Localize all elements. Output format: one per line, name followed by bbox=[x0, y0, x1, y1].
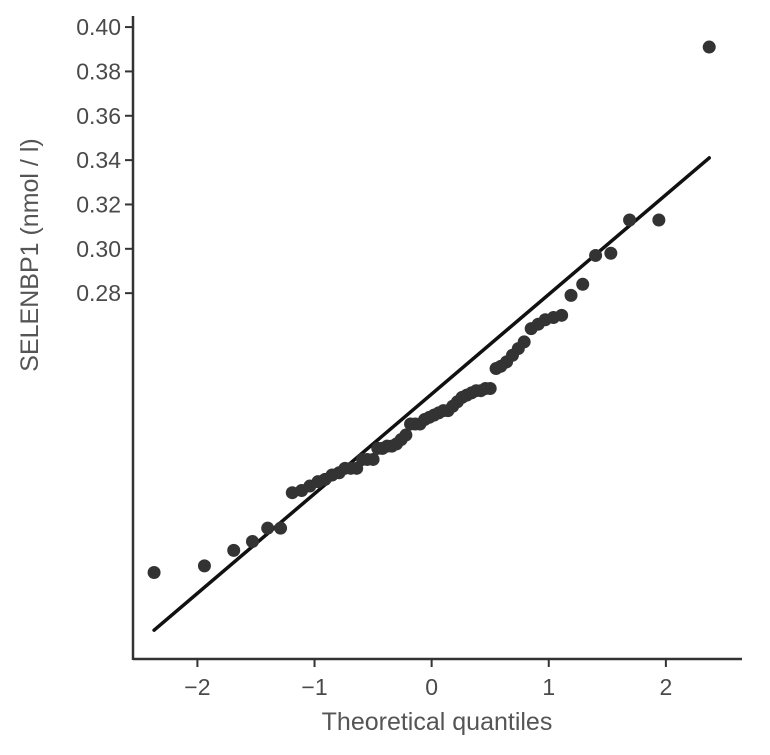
x-tick-label: 2 bbox=[659, 674, 672, 700]
y-tick-label: 0.40 bbox=[76, 14, 121, 40]
axes bbox=[131, 16, 742, 661]
data-point bbox=[652, 213, 666, 227]
data-point bbox=[589, 248, 603, 262]
data-point bbox=[366, 452, 380, 466]
reference-line-layer bbox=[152, 156, 711, 632]
data-point bbox=[604, 246, 618, 260]
x-tick-label: 1 bbox=[542, 674, 555, 700]
data-point bbox=[483, 381, 497, 395]
y-tick-label: 0.36 bbox=[76, 103, 121, 129]
y-axis-ticks: 0.28 0.30 0.32 0.34 0.36 0.38 0.40 bbox=[76, 14, 133, 306]
y-tick-label: 0.32 bbox=[76, 191, 121, 217]
y-tick-label: 0.34 bbox=[76, 147, 121, 173]
data-point bbox=[197, 559, 211, 573]
data-point bbox=[702, 40, 716, 54]
x-axis-title: Theoretical quantiles bbox=[322, 708, 553, 736]
data-point bbox=[517, 335, 531, 349]
y-tick-label: 0.28 bbox=[76, 280, 121, 306]
data-point bbox=[261, 521, 275, 535]
qq-reference-line bbox=[152, 156, 711, 632]
y-tick-label: 0.30 bbox=[76, 236, 121, 262]
data-point bbox=[623, 213, 637, 227]
x-tick-label: −1 bbox=[301, 674, 327, 700]
data-point bbox=[245, 534, 259, 548]
data-point bbox=[576, 277, 590, 291]
data-point bbox=[555, 308, 569, 322]
x-tick-label: −2 bbox=[184, 674, 210, 700]
data-point bbox=[227, 543, 241, 557]
data-point bbox=[147, 566, 161, 580]
x-tick-label: 0 bbox=[425, 674, 438, 700]
data-points bbox=[147, 40, 716, 580]
data-point bbox=[564, 288, 578, 302]
y-axis-title: SELENBP1 (nmol / l) bbox=[16, 138, 44, 371]
data-point bbox=[399, 428, 413, 442]
y-tick-label: 0.38 bbox=[76, 58, 121, 84]
data-point bbox=[274, 521, 288, 535]
x-axis-ticks: −2 −1 0 1 2 bbox=[184, 659, 672, 700]
